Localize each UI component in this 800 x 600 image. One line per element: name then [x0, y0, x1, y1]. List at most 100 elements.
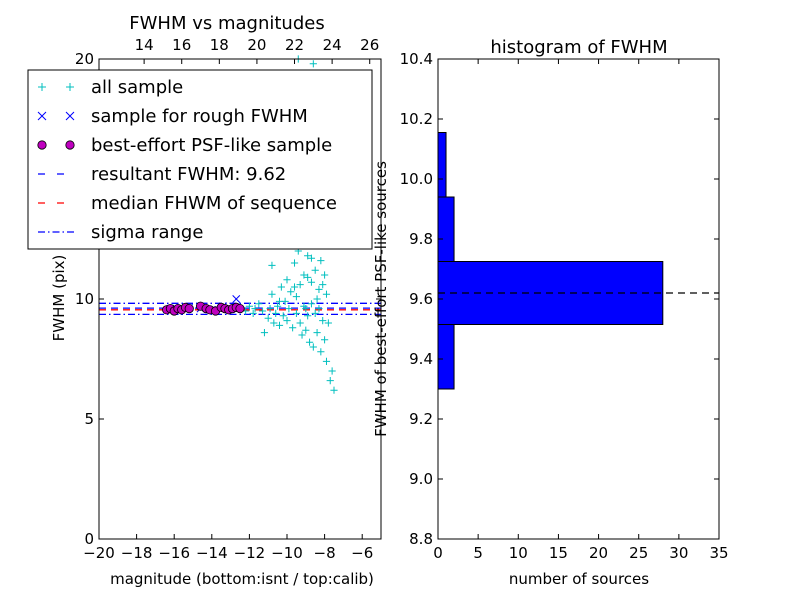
- all-sample-point: [283, 317, 291, 325]
- y-tick-label: 9.6: [409, 290, 433, 308]
- right-chart-title: histogram of FWHM: [490, 37, 667, 58]
- right-y-axis-label: FWHM of best-effort PSF-like sources: [372, 161, 390, 437]
- histogram-bar: [437, 324, 455, 390]
- top-tick-label: 26: [360, 36, 379, 54]
- all-sample-point: [296, 319, 304, 327]
- x-tick-label: −18: [121, 544, 153, 562]
- y-tick-label: 10: [75, 290, 94, 308]
- all-sample-point: [321, 271, 329, 279]
- all-sample-point: [307, 254, 316, 262]
- all-sample-point: [304, 252, 312, 260]
- legend-label: best-effort PSF-like sample: [91, 135, 332, 156]
- all-sample-point: [260, 329, 269, 337]
- all-sample-point: [270, 319, 278, 327]
- all-sample-point: [289, 324, 297, 332]
- histogram-bar: [437, 196, 455, 262]
- rough-fwhm-point: [232, 295, 241, 303]
- all-sample-point: [292, 309, 300, 317]
- top-tick-label: 16: [172, 36, 191, 54]
- legend-marker-swatch: [66, 83, 74, 91]
- all-sample-point: [322, 357, 331, 365]
- all-sample-point: [292, 293, 300, 301]
- all-sample-point: [255, 300, 263, 308]
- scatter-points: [162, 55, 338, 394]
- y-tick-label: 9.8: [409, 230, 433, 248]
- all-sample-point: [313, 295, 321, 303]
- reference-lines: [99, 302, 381, 316]
- legend-marker-swatch: [38, 83, 46, 91]
- x-tick-label: −6: [351, 544, 373, 562]
- top-tick-label: 18: [210, 36, 229, 54]
- x-tick-label: −16: [158, 544, 190, 562]
- legend-marker-swatch: [65, 111, 75, 121]
- y-tick-label: 20: [75, 50, 94, 68]
- top-tick-label: 20: [247, 36, 266, 54]
- fwhm-histogram-chart: 0 5 10 15 20 25 30 35 8.8 9.0 9.2 9.4 9.6 9.8 10.0 10.2…: [372, 37, 729, 588]
- psf-like-point: [235, 303, 245, 314]
- y-tick-label: 10.2: [400, 110, 433, 128]
- legend-marker-swatch: [37, 111, 47, 121]
- all-sample-point: [287, 288, 295, 296]
- all-sample-point: [326, 377, 334, 385]
- left-x-axis-label: magnitude (bottom:isnt / top:calib): [110, 570, 374, 588]
- right-axis-ticks: 0 5 10 15 20 25 30 35 8.8 9.0 9.2 9.4 9.6 9.8 10.0 10.2…: [400, 50, 729, 562]
- all-sample-point: [324, 319, 332, 327]
- all-sample-point: [309, 343, 317, 351]
- all-sample-point: [258, 307, 267, 315]
- x-tick-label: 25: [629, 544, 648, 562]
- all-sample-point: [283, 276, 291, 284]
- x-tick-label: 5: [473, 544, 483, 562]
- legend-label: all sample: [91, 77, 183, 98]
- x-tick-label: −20: [83, 544, 115, 562]
- legend-label: sigma range: [91, 222, 203, 243]
- left-axis-ticks: −20 −18 −16 −14 −12 −10 −8 −6 14 16 18 20 22 24 26 0 5 10…: [75, 36, 381, 562]
- all-sample-point: [302, 305, 310, 313]
- all-sample-point: [285, 305, 293, 313]
- all-sample-point: [315, 285, 323, 293]
- all-sample-point: [275, 297, 284, 305]
- y-tick-label: 9.4: [409, 350, 433, 368]
- all-sample-point: [290, 259, 299, 267]
- right-x-axis-label: number of sources: [509, 570, 649, 588]
- all-sample-point: [305, 338, 314, 346]
- all-sample-point: [317, 257, 325, 265]
- x-tick-label: 30: [669, 544, 688, 562]
- all-sample-point: [298, 331, 306, 339]
- x-tick-label: 35: [709, 544, 728, 562]
- all-sample-point: [311, 309, 319, 317]
- all-sample-point: [317, 348, 325, 356]
- all-sample-point: [274, 302, 282, 310]
- all-sample-point: [330, 386, 338, 394]
- all-sample-point: [313, 329, 321, 337]
- y-tick-label: 9.0: [409, 470, 433, 488]
- y-tick-label: 10.4: [400, 50, 433, 68]
- fwhm-vs-magnitude-chart: −20 −18 −16 −14 −12 −10 −8 −6 14 16 18 20 22 24 26 0 5 10…: [27, 13, 382, 588]
- all-sample-point: [264, 314, 272, 322]
- x-tick-label: 0: [433, 544, 443, 562]
- all-sample-point: [300, 271, 308, 279]
- all-sample-point: [277, 283, 285, 291]
- left-y-axis-label: FWHM (pix): [50, 255, 68, 342]
- top-tick-label: 24: [323, 36, 342, 54]
- top-tick-label: 22: [285, 36, 304, 54]
- all-sample-point: [251, 305, 259, 313]
- all-sample-point: [302, 326, 310, 334]
- legend-box: [27, 69, 373, 250]
- x-tick-label: 10: [509, 544, 528, 562]
- all-sample-point: [249, 309, 257, 317]
- x-tick-label: −10: [271, 544, 303, 562]
- all-sample-point: [275, 321, 284, 329]
- legend-label: resultant FWHM: 9.62: [91, 164, 286, 185]
- all-sample-point: [309, 60, 317, 68]
- psf-like-point: [184, 303, 194, 314]
- legend: all sample sample for rough FWHM best-effo…: [27, 69, 373, 250]
- all-sample-point: [304, 273, 312, 281]
- all-sample-point: [311, 266, 319, 274]
- x-tick-label: −14: [196, 544, 228, 562]
- top-tick-label: 14: [135, 36, 154, 54]
- legend-label: sample for rough FWHM: [91, 106, 308, 127]
- all-sample-point: [268, 261, 276, 269]
- all-sample-point: [328, 367, 336, 375]
- histogram-bars: [437, 132, 664, 390]
- all-sample-point: [296, 281, 304, 289]
